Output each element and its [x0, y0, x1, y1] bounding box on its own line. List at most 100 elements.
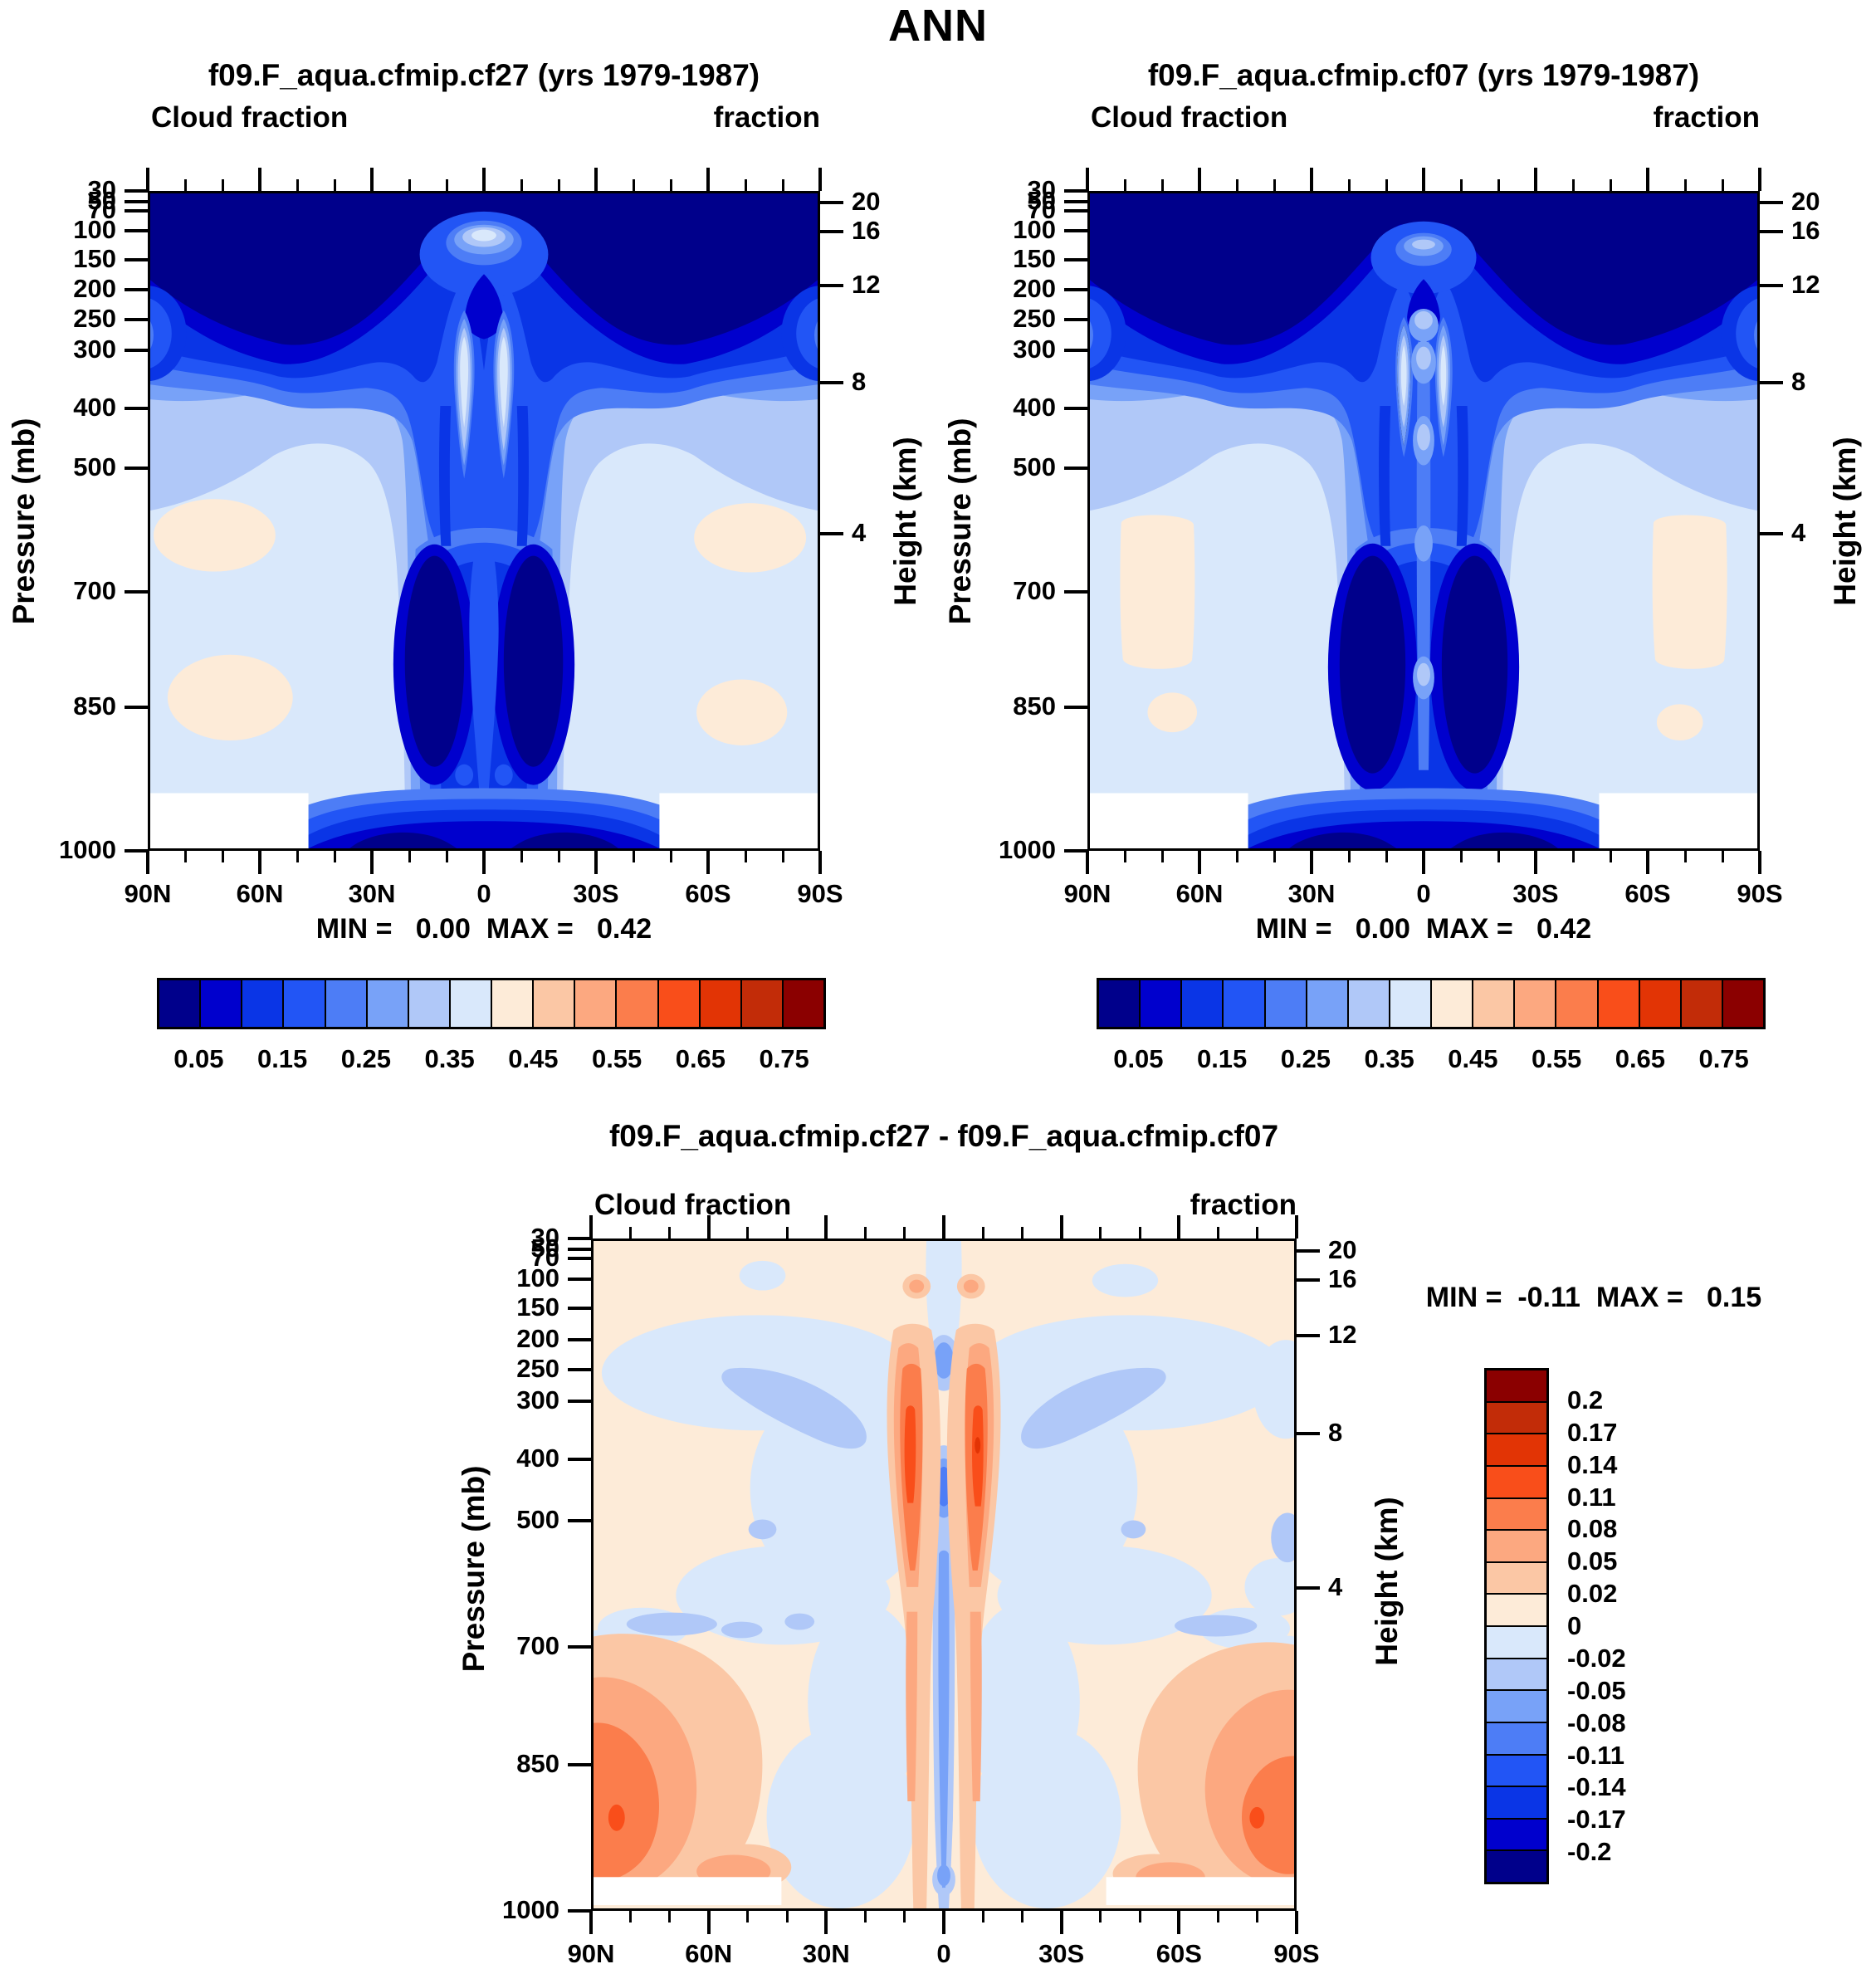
- colorbar-cell-diff: [1487, 1722, 1546, 1756]
- pressure-tick-diff: [568, 1645, 591, 1649]
- pressure-tick-label-diff: 500: [516, 1505, 559, 1535]
- lat-tick-label-cf07: 0: [1416, 879, 1431, 908]
- pressure-tick-label-cf27: 500: [73, 452, 116, 481]
- lat-tick-diff: [1099, 1911, 1102, 1922]
- lat-tick-cf07: [1086, 851, 1089, 874]
- colorbar-label-cf07: 0.35: [1364, 1044, 1414, 1073]
- pressure-tick-cf27: [125, 406, 148, 410]
- lat-tick-diff: [1295, 1911, 1298, 1934]
- lat-tick-top-cf27: [632, 179, 635, 191]
- colorbar-cell-diff: [1487, 1434, 1546, 1467]
- lat-tick-cf27: [370, 851, 374, 874]
- lat-tick-top-diff: [1217, 1227, 1220, 1238]
- lat-tick-diff: [1256, 1911, 1259, 1922]
- pressure-tick-label-diff: 1000: [502, 1895, 559, 1924]
- colorbar-cell-cf27: [284, 980, 326, 1027]
- lat-tick-label-diff: 90N: [567, 1939, 615, 1964]
- lat-tick-diff: [864, 1911, 867, 1922]
- height-tick-label-cf07: 20: [1791, 187, 1820, 217]
- height-tick-label-diff: 12: [1328, 1319, 1357, 1349]
- height-tick-diff: [1297, 1333, 1320, 1337]
- panel-cf27-plot: [148, 191, 820, 851]
- lat-tick-cf27: [669, 851, 672, 862]
- colorbar-label-cf07: 0.25: [1280, 1044, 1331, 1073]
- pressure-tick-diff: [568, 1337, 591, 1341]
- lat-tick-diff: [706, 1911, 711, 1934]
- colorbar-cell-cf27: [159, 980, 202, 1027]
- lat-tick-top-diff: [864, 1227, 867, 1238]
- colorbar-cell-cf27: [367, 980, 409, 1027]
- lat-tick-diff: [785, 1911, 789, 1922]
- pressure-tick-cf27: [125, 257, 148, 261]
- lat-tick-cf07: [1198, 851, 1201, 874]
- pressure-tick-diff: [568, 1763, 591, 1767]
- pressure-tick-label-diff: 30: [530, 1223, 559, 1252]
- pressure-tick-label-cf07: 30: [1027, 175, 1056, 204]
- lat-tick-diff: [589, 1911, 593, 1934]
- colorbar-cell-cf07: [1473, 980, 1516, 1027]
- colorbar-label-cf27: 0.05: [173, 1044, 224, 1073]
- height-tick-cf27: [820, 532, 843, 536]
- lat-tick-top-cf07: [1422, 168, 1425, 191]
- lat-tick-top-cf07: [1609, 179, 1612, 191]
- lat-tick-cf07: [1497, 851, 1500, 862]
- lat-tick-cf07: [1721, 851, 1724, 862]
- pressure-tick-label-cf27: 1000: [59, 835, 116, 864]
- colorbar-label-diff: 0.05: [1567, 1546, 1618, 1576]
- height-tick-cf27: [820, 284, 843, 288]
- colorbar-cell-cf27: [450, 980, 492, 1027]
- colorbar-cell-cf27: [534, 980, 576, 1027]
- colorbar-cell-diff: [1487, 1851, 1546, 1882]
- panel-diff-contour-field: [594, 1241, 1294, 1908]
- lat-tick-diff: [1020, 1911, 1023, 1922]
- colorbar-cell-cf27: [700, 980, 742, 1027]
- lat-tick-top-cf07: [1385, 179, 1388, 191]
- lat-tick-top-cf27: [669, 179, 672, 191]
- colorbar-label-diff: 0.02: [1567, 1579, 1618, 1609]
- colorbar-cell-diff: [1487, 1819, 1546, 1852]
- lat-tick-label-cf07: 60N: [1175, 879, 1224, 908]
- pressure-tick-cf07: [1064, 189, 1087, 193]
- pressure-tick-label-cf07: 150: [1013, 243, 1056, 273]
- colorbar-cell-diff: [1487, 1595, 1546, 1627]
- pressure-tick-label-cf07: 300: [1013, 335, 1056, 364]
- pressure-tick-cf07: [1064, 199, 1087, 203]
- lat-tick-label-cf07: 60S: [1624, 879, 1671, 908]
- colorbar-label-cf27: 0.45: [508, 1044, 559, 1073]
- lat-tick-top-cf27: [482, 168, 486, 191]
- colorbar-label-diff: -0.08: [1567, 1708, 1626, 1737]
- colorbar-cell-cf07: [1681, 980, 1723, 1027]
- colorbar-cell-cf07: [1515, 980, 1557, 1027]
- height-tick-label-cf27: 16: [852, 216, 881, 246]
- pressure-tick-label-cf27: 400: [73, 392, 116, 422]
- pressure-tick-label-cf07: 850: [1013, 691, 1056, 721]
- lat-tick-cf27: [258, 851, 261, 874]
- pressure-tick-diff: [568, 1367, 591, 1371]
- height-tick-cf27: [820, 230, 843, 234]
- panel-cf07-title: f09.F_aqua.cfmip.cf07 (yrs 1979-1987): [1147, 58, 1700, 92]
- lat-tick-diff: [1059, 1911, 1063, 1934]
- lat-tick-top-diff: [589, 1215, 593, 1238]
- lat-tick-label-diff: 90S: [1273, 1939, 1320, 1964]
- pressure-tick-diff: [568, 1519, 591, 1523]
- colorbar-label-cf27: 0.55: [591, 1044, 642, 1073]
- lat-tick-top-cf27: [183, 179, 187, 191]
- pressure-tick-label-cf07: 500: [1013, 452, 1056, 481]
- lat-tick-label-diff: 30S: [1038, 1939, 1085, 1964]
- lat-tick-diff: [981, 1911, 984, 1922]
- colorbar-label-diff: -0.05: [1567, 1675, 1626, 1705]
- pressure-tick-label-diff: 400: [516, 1444, 559, 1473]
- colorbar-cell-cf07: [1348, 980, 1390, 1027]
- pressure-tick-diff: [568, 1247, 591, 1251]
- lat-tick-label-cf07: 90S: [1737, 879, 1783, 908]
- lat-tick-top-diff: [667, 1227, 671, 1238]
- lat-tick-cf27: [221, 851, 224, 862]
- lat-tick-cf27: [482, 851, 486, 874]
- pressure-tick-diff: [568, 1909, 591, 1913]
- lat-tick-cf07: [1160, 851, 1164, 862]
- lat-tick-cf27: [706, 851, 710, 874]
- pressure-tick-cf27: [125, 288, 148, 292]
- lat-tick-cf07: [1571, 851, 1575, 862]
- panel-cf07-colorbar: [1097, 978, 1766, 1029]
- lat-tick-top-diff: [903, 1227, 906, 1238]
